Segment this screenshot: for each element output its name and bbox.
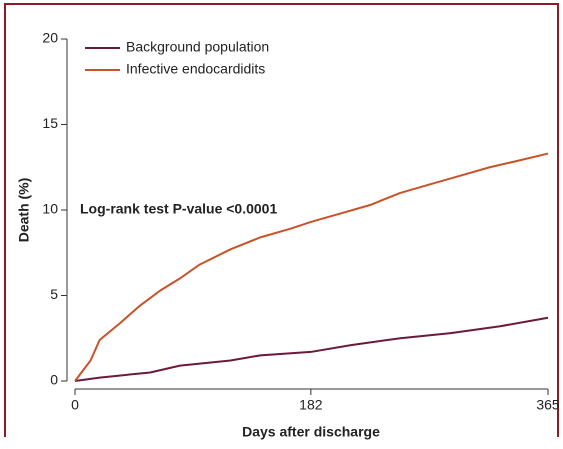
legend-label: Background population xyxy=(126,39,269,55)
x-tick-label: 182 xyxy=(299,397,323,413)
x-tick-label: 0 xyxy=(71,397,79,413)
y-tick-label: 20 xyxy=(42,30,58,46)
series-line xyxy=(74,316,549,382)
x-axis-label: Days after discharge xyxy=(242,424,380,440)
y-tick-label: 0 xyxy=(50,372,58,388)
legend-label: Infective endocardidits xyxy=(126,61,265,77)
y-tick-label: 10 xyxy=(42,201,58,217)
frame xyxy=(4,3,559,437)
annotation: Log-rank test P-value <0.0001 xyxy=(80,201,277,217)
y-tick-label: 5 xyxy=(50,286,58,302)
x-tick-label: 365 xyxy=(536,397,560,413)
series-line xyxy=(74,152,549,382)
y-axis-label: Death (%) xyxy=(16,178,32,243)
y-tick-label: 15 xyxy=(42,115,58,131)
